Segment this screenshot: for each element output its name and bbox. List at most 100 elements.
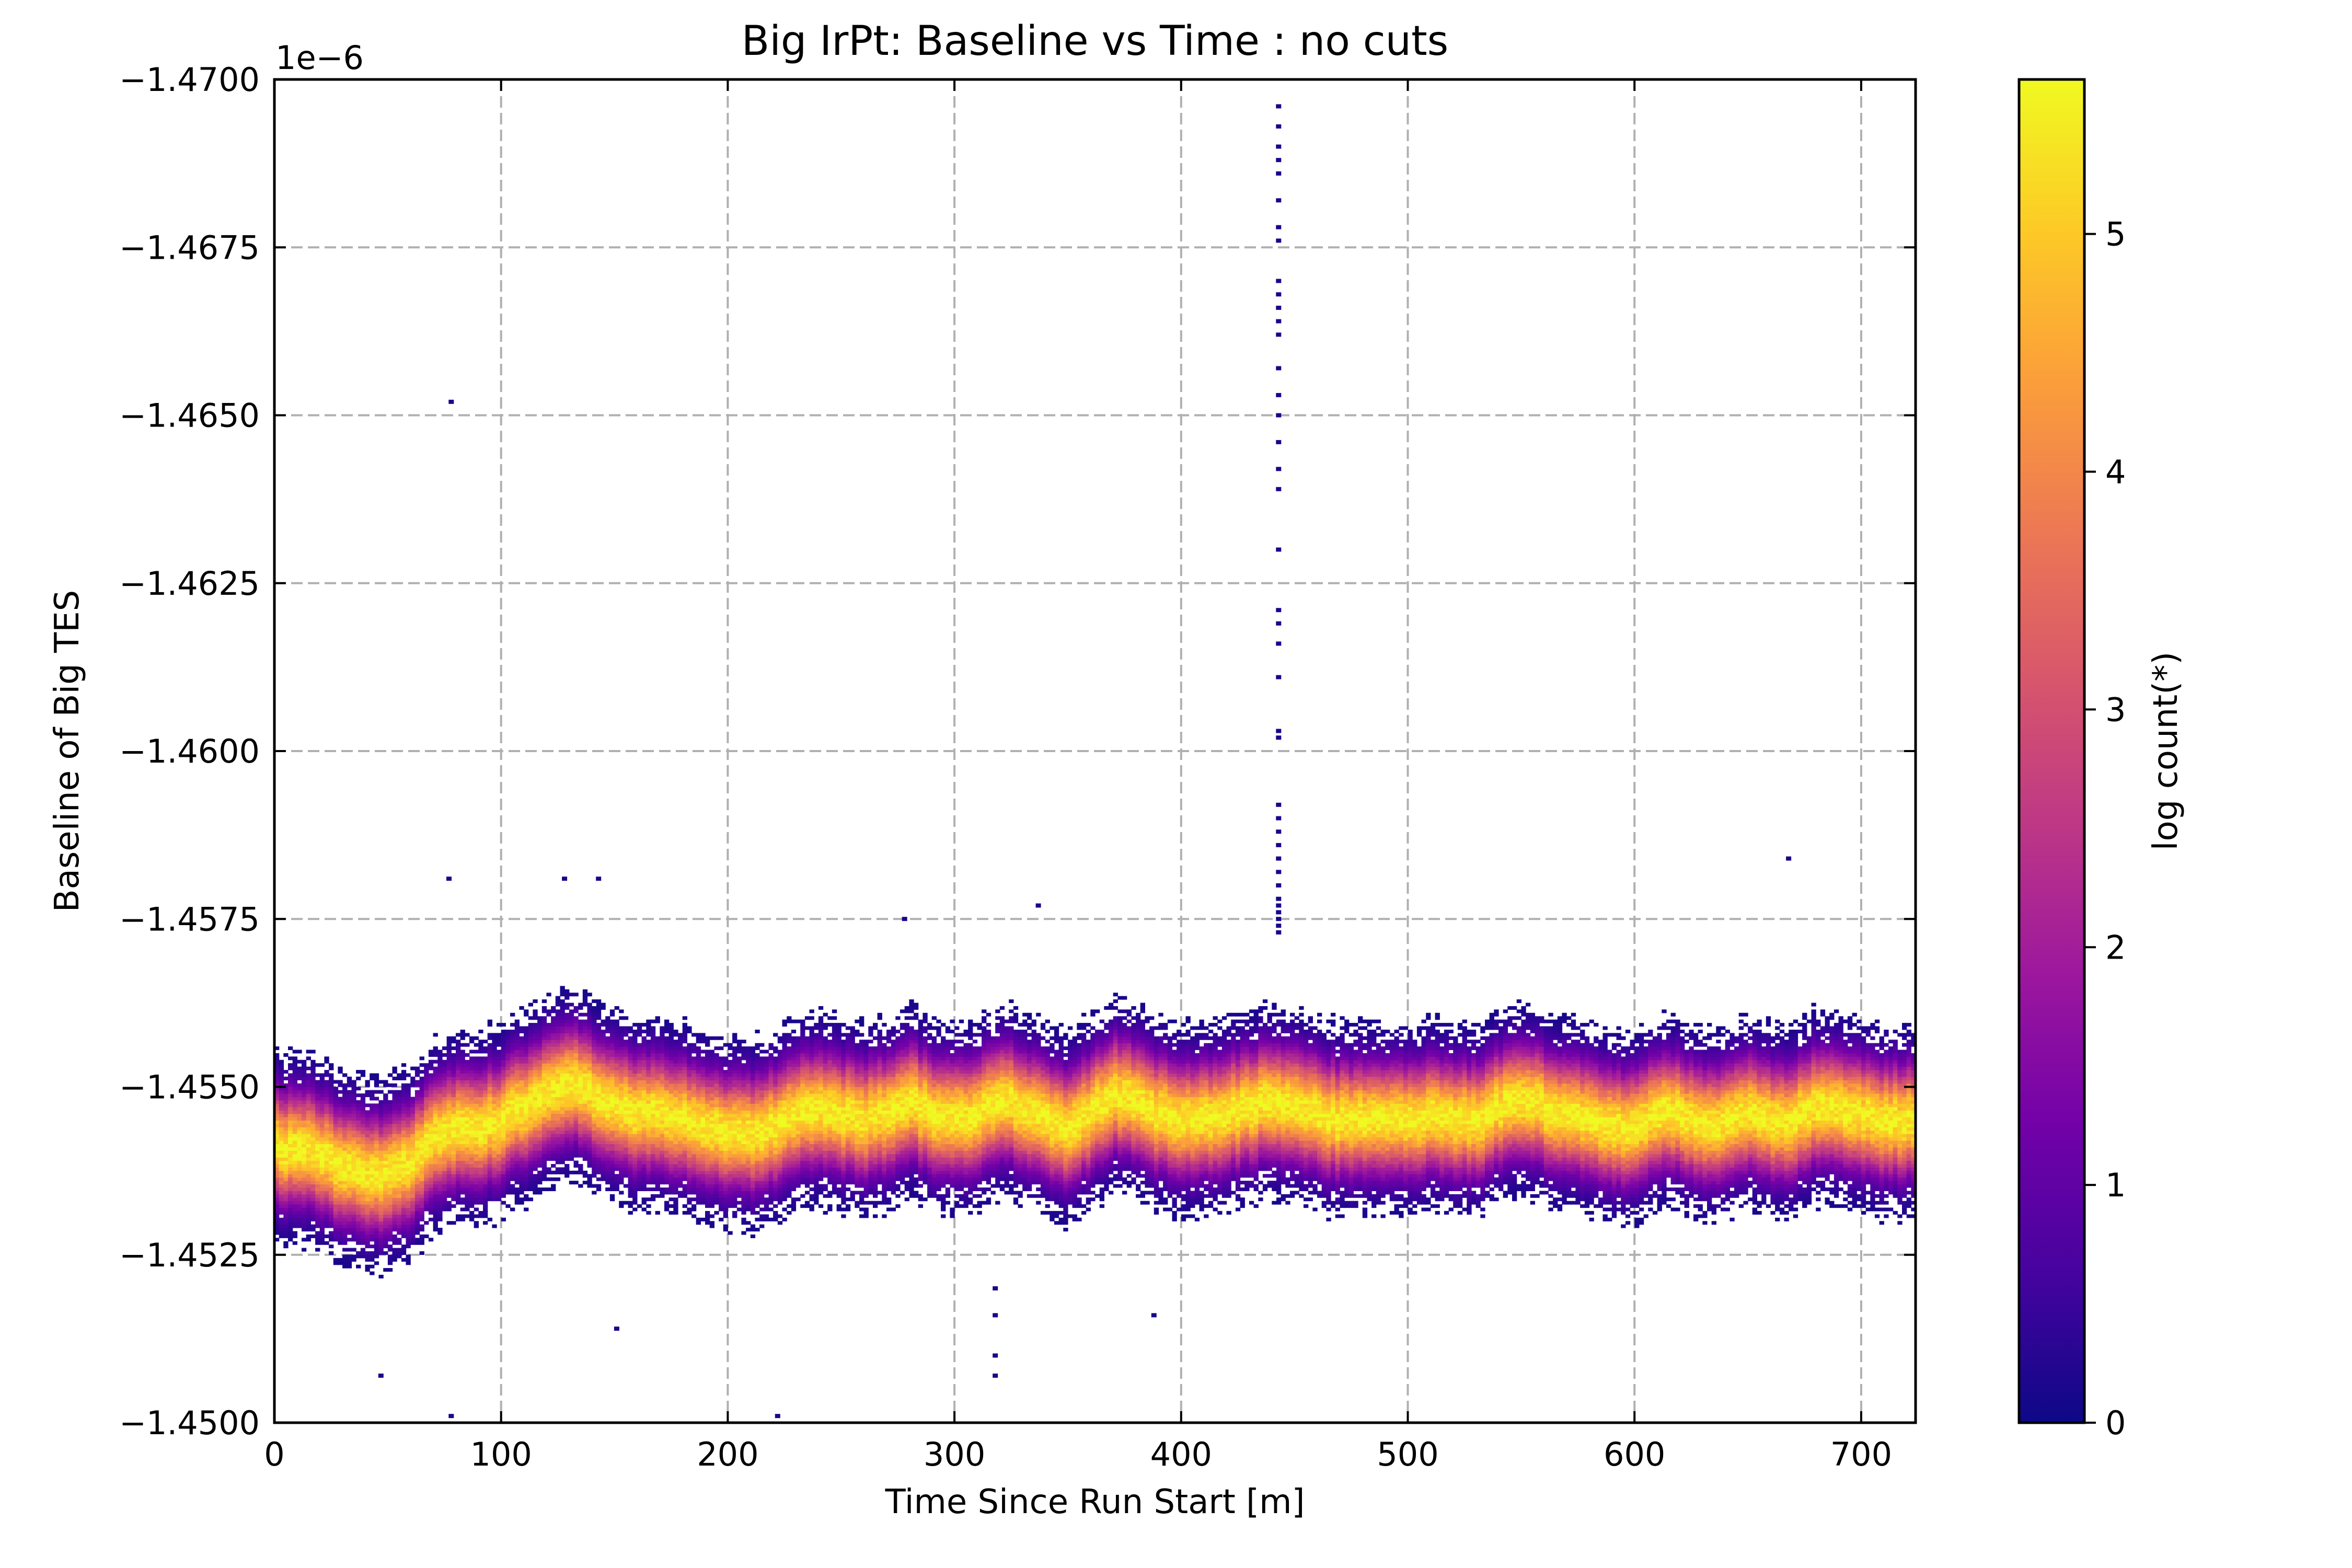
heatmap-cell	[601, 1167, 606, 1171]
heatmap-cell	[279, 1224, 284, 1228]
heatmap-cell	[505, 1164, 511, 1168]
heatmap-cell	[609, 1167, 615, 1171]
heatmap-cell	[687, 1201, 692, 1205]
heatmap-cell	[596, 1147, 602, 1151]
heatmap-cell	[469, 1174, 475, 1178]
heatmap-cell	[705, 1154, 710, 1158]
heatmap-cell	[497, 1050, 502, 1054]
heatmap-cell	[283, 1234, 289, 1238]
heatmap-cell	[487, 1217, 492, 1221]
heatmap-cell	[428, 1127, 434, 1131]
heatmap-cell	[587, 1066, 592, 1070]
heatmap-cell	[578, 1103, 583, 1108]
heatmap-cell	[487, 1050, 492, 1054]
heatmap-cell	[342, 1187, 348, 1191]
heatmap-cell	[619, 1053, 624, 1057]
heatmap-cell	[288, 1170, 293, 1174]
heatmap-cell	[274, 1160, 280, 1165]
heatmap-cell	[460, 1059, 465, 1064]
heatmap-cell	[456, 1073, 461, 1077]
heatmap-cell	[414, 1123, 420, 1127]
heatmap-cell	[705, 1080, 710, 1084]
heatmap-cell	[333, 1201, 339, 1205]
heatmap-cell	[492, 1123, 497, 1127]
heatmap-cell	[641, 1059, 647, 1064]
heatmap-cell	[705, 1040, 710, 1044]
heatmap-cell	[614, 1137, 619, 1141]
heatmap-cell	[274, 1164, 280, 1168]
heatmap-cell	[678, 1177, 683, 1181]
heatmap-cell	[592, 1106, 597, 1111]
heatmap-cell	[302, 1210, 307, 1215]
heatmap-cell	[578, 1070, 583, 1074]
heatmap-cell	[292, 1056, 297, 1060]
heatmap-cell	[551, 1150, 556, 1155]
heatmap-cell	[370, 1130, 375, 1134]
heatmap-cell	[279, 1134, 284, 1138]
heatmap-cell	[383, 1117, 388, 1121]
heatmap-cell	[414, 1167, 420, 1171]
heatmap-cell	[401, 1224, 407, 1228]
heatmap-cell	[514, 1056, 520, 1060]
heatmap-cell	[668, 1090, 674, 1094]
heatmap-cell	[592, 1070, 597, 1074]
heatmap-cell	[446, 1100, 452, 1104]
heatmap-cell	[569, 1100, 574, 1104]
heatmap-cell	[551, 1106, 556, 1111]
heatmap-cell	[442, 1066, 447, 1070]
heatmap-cell	[437, 1160, 443, 1165]
heatmap-cell	[555, 1130, 561, 1134]
heatmap-cell	[406, 1221, 411, 1225]
heatmap-cell	[319, 1207, 325, 1212]
heatmap-cell	[541, 1030, 547, 1033]
heatmap-cell	[682, 1140, 687, 1144]
heatmap-cell	[524, 1144, 529, 1148]
heatmap-cell	[646, 1164, 651, 1168]
heatmap-cell	[378, 1160, 384, 1165]
heatmap-cell	[347, 1258, 352, 1262]
heatmap-cell	[283, 1197, 289, 1202]
heatmap-cell	[347, 1197, 352, 1202]
heatmap-cell	[424, 1070, 429, 1074]
heatmap-cell	[501, 1217, 506, 1221]
heatmap-cell	[541, 1040, 547, 1044]
heatmap-cell	[609, 1053, 615, 1057]
heatmap-cell	[619, 1097, 624, 1101]
heatmap-cell	[370, 1134, 375, 1138]
heatmap-cell	[587, 1157, 592, 1161]
heatmap-cell	[682, 1123, 687, 1127]
heatmap-cell	[596, 1113, 602, 1117]
heatmap-cell	[351, 1181, 356, 1185]
heatmap-cell	[424, 1147, 429, 1151]
heatmap-cell	[483, 1160, 488, 1165]
heatmap-cell	[664, 1059, 670, 1064]
heatmap-cell	[628, 1043, 633, 1047]
heatmap-cell	[342, 1224, 348, 1228]
heatmap-cell	[546, 1063, 551, 1067]
heatmap-cell	[609, 1103, 615, 1108]
heatmap-cell	[501, 1063, 506, 1067]
heatmap-cell	[668, 1063, 674, 1067]
heatmap-cell	[655, 1120, 660, 1124]
heatmap-cell	[524, 1164, 529, 1168]
heatmap-cell	[365, 1177, 370, 1181]
heatmap-cell	[302, 1217, 307, 1221]
heatmap-cell	[397, 1130, 402, 1134]
heatmap-cell	[546, 1130, 551, 1134]
heatmap-cell	[673, 1113, 678, 1117]
heatmap-cell	[460, 1103, 465, 1108]
heatmap-cell	[668, 1106, 674, 1111]
heatmap-cell	[283, 1204, 289, 1208]
heatmap-cell	[433, 1110, 438, 1114]
heatmap-cell	[537, 1070, 543, 1074]
heatmap-cell	[292, 1170, 297, 1174]
heatmap-cell	[274, 1113, 280, 1117]
heatmap-cell	[609, 1100, 615, 1104]
heatmap-cell	[288, 1197, 293, 1202]
heatmap-cell	[442, 1127, 447, 1131]
heatmap-cell	[555, 1030, 561, 1033]
heatmap-cell	[442, 1097, 447, 1101]
heatmap-cell	[655, 1150, 660, 1155]
heatmap-cell	[569, 1106, 574, 1111]
heatmap-cell	[637, 1103, 642, 1108]
